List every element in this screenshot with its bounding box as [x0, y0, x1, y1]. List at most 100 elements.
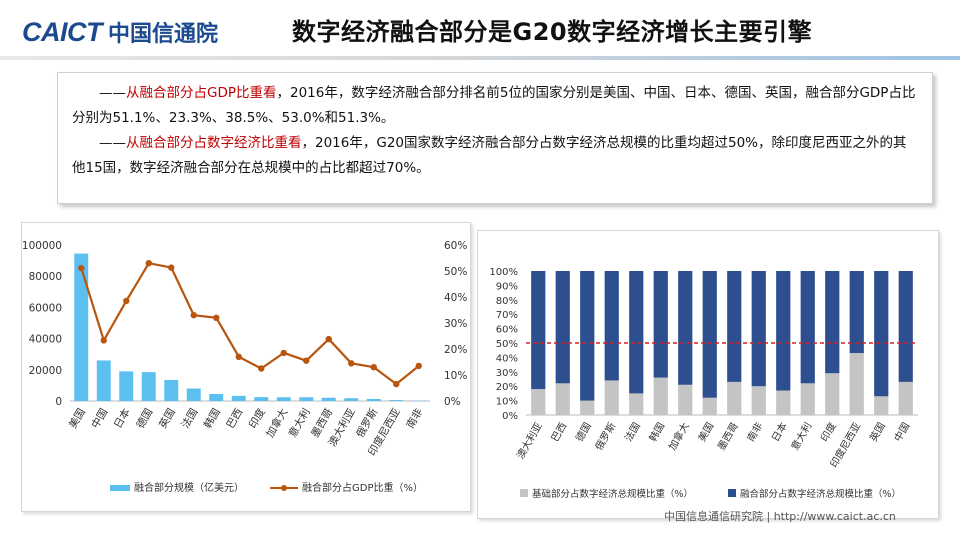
- y-right-tick-label: 30%: [444, 318, 467, 330]
- bar-fusion-scale: [299, 397, 314, 401]
- line-point-gdp-share: [370, 364, 377, 371]
- x-tick-label: 法国: [622, 420, 643, 444]
- footer-credit: 中国信息通信研究院 | http://www.caict.ac.cn: [664, 510, 896, 523]
- x-tick-label: 韩国: [646, 420, 667, 444]
- bar-base-share: [727, 381, 742, 415]
- summary-paragraph-1: ——从融合部分占GDP比重看，2016年，数字经济融合部分排名前5位的国家分别是…: [72, 81, 918, 131]
- bar-fusion-share: [653, 271, 668, 378]
- line-point-gdp-share: [100, 337, 107, 344]
- legend-label-base: 基础部分占数字经济总规模比重（%）: [532, 488, 693, 500]
- x-tick-label: 印度: [818, 420, 839, 444]
- y-right-tick-label: 20%: [444, 344, 467, 356]
- y-tick-label: 10%: [496, 397, 518, 408]
- bar-fusion-scale: [96, 360, 111, 401]
- bar-fusion-scale: [366, 398, 381, 401]
- bar-fusion-share: [800, 271, 815, 384]
- bar-fusion-share: [898, 271, 913, 382]
- bar-base-share: [776, 390, 791, 415]
- chart-digital-share: 0% 10% 20% 30% 40% 50% 60% 70% 80% 90% 100% 澳大利亚 巴西德…: [489, 267, 918, 500]
- line-point-gdp-share: [303, 357, 310, 364]
- y-left-tick-label: 80000: [29, 271, 62, 283]
- y-tick-label: 50%: [496, 339, 518, 350]
- bar-base-share: [653, 377, 668, 415]
- bar-base-share: [849, 353, 864, 415]
- bar-base-share: [898, 381, 913, 415]
- x-tick-label: 英国: [156, 406, 178, 431]
- x-tick-label: 美国: [695, 420, 716, 444]
- bar-fusion-share: [580, 271, 595, 401]
- bar-fusion-share: [727, 271, 742, 382]
- bar-base-share: [580, 400, 595, 415]
- slide-title: 数字经济融合部分是G20数字经济增长主要引擎: [292, 18, 813, 46]
- x-tick-label: 日本: [769, 420, 790, 444]
- y-tick-label: 20%: [496, 382, 518, 393]
- line-point-gdp-share: [280, 349, 287, 357]
- p2-dash: ——: [99, 135, 126, 151]
- x-tick-label: 墨西哥: [715, 421, 740, 453]
- bar-base-share: [702, 397, 717, 415]
- legend-label-fusion: 融合部分占数字经济总规模比重（%）: [740, 488, 901, 500]
- y-left-tick-label: 40000: [29, 334, 62, 346]
- x-tick-label: 巴西: [549, 421, 569, 444]
- line-point-gdp-share: [415, 362, 422, 370]
- bar-fusion-scale: [389, 400, 404, 401]
- x-tick-label: 美国: [66, 406, 88, 431]
- x-tick-label: 巴西: [224, 407, 245, 431]
- y-right-tick-label: 10%: [444, 370, 467, 382]
- x-tick-label: 法国: [179, 406, 201, 431]
- x-tick-label: 意大利: [788, 420, 814, 452]
- y-tick-label: 60%: [496, 325, 518, 336]
- p2-body: ，2016年，G20国家数字经济融合部分占数字经济总规模的比重均超过50%，除印…: [72, 135, 907, 176]
- bar-fusion-scale: [254, 397, 269, 401]
- bar-fusion-share: [874, 271, 889, 397]
- bar-base-share: [555, 383, 570, 415]
- bar-fusion-scale: [276, 397, 291, 401]
- line-point-gdp-share: [258, 365, 265, 372]
- y-tick-label: 30%: [496, 368, 518, 379]
- y-right-tick-label: 0%: [444, 396, 461, 408]
- x-tick-label: 中国: [891, 420, 912, 444]
- bar-fusion-scale: [141, 372, 156, 401]
- chart-gdp-share: 0 20000 40000 60000 80000 100000 0% 10% 20% 30% 40…: [22, 240, 467, 494]
- line-point-gdp-share: [123, 297, 130, 305]
- legend-swatch-point: [281, 485, 287, 491]
- bar-base-share: [874, 396, 889, 415]
- legend-label-bar: 融合部分规模（亿美元）: [134, 481, 244, 494]
- bar-fusion-share: [849, 271, 864, 354]
- y-left-tick-label: 20000: [29, 365, 62, 377]
- x-tick-label: 南非: [744, 420, 765, 444]
- header: CAICT 中国信通院 数字经济融合部分是G20数字经济增长主要引擎: [0, 0, 960, 64]
- y-left-tick-label: 0: [55, 396, 62, 408]
- line-point-gdp-share: [168, 264, 175, 271]
- y-tick-label: 90%: [496, 281, 518, 292]
- legend-swatch-fusion: [728, 489, 736, 497]
- p1-dash: ——: [99, 85, 126, 101]
- line-point-gdp-share: [393, 380, 400, 388]
- bar-fusion-scale: [209, 393, 224, 401]
- bar-fusion-scale: [344, 398, 359, 401]
- x-tick-label: 德国: [573, 420, 594, 444]
- bar-fusion-share: [531, 271, 546, 390]
- line-point-gdp-share: [325, 335, 332, 343]
- summary-paragraph-2: ——从融合部分占数字经济比重看，2016年，G20国家数字经济融合部分占数字经济…: [72, 131, 918, 181]
- line-point-gdp-share: [190, 312, 197, 319]
- bar-fusion-scale: [186, 388, 201, 401]
- x-tick-label: 澳大利亚: [514, 420, 545, 461]
- y-left-tick-label: 100000: [22, 240, 62, 252]
- x-tick-label: 印度: [246, 406, 268, 431]
- line-point-gdp-share: [213, 314, 220, 321]
- y-tick-label: 0%: [502, 411, 518, 422]
- x-tick-label: 英国: [867, 420, 888, 444]
- bar-fusion-share: [825, 271, 840, 374]
- chart-panel-gdp-share: 0 20000 40000 60000 80000 100000 0% 10% 20% 30% 40…: [21, 222, 471, 512]
- y-tick-label: 80%: [496, 296, 518, 307]
- bar-fusion-share: [751, 271, 766, 387]
- y-tick-label: 100%: [489, 267, 518, 278]
- y-right-tick-label: 60%: [444, 240, 467, 252]
- x-tick-label: 俄罗斯: [592, 420, 618, 452]
- y-right-tick-label: 50%: [444, 266, 467, 278]
- bar-base-share: [751, 386, 766, 415]
- bar-fusion-share: [678, 271, 693, 385]
- bar-fusion-share: [702, 271, 717, 398]
- bar-base-share: [825, 373, 840, 415]
